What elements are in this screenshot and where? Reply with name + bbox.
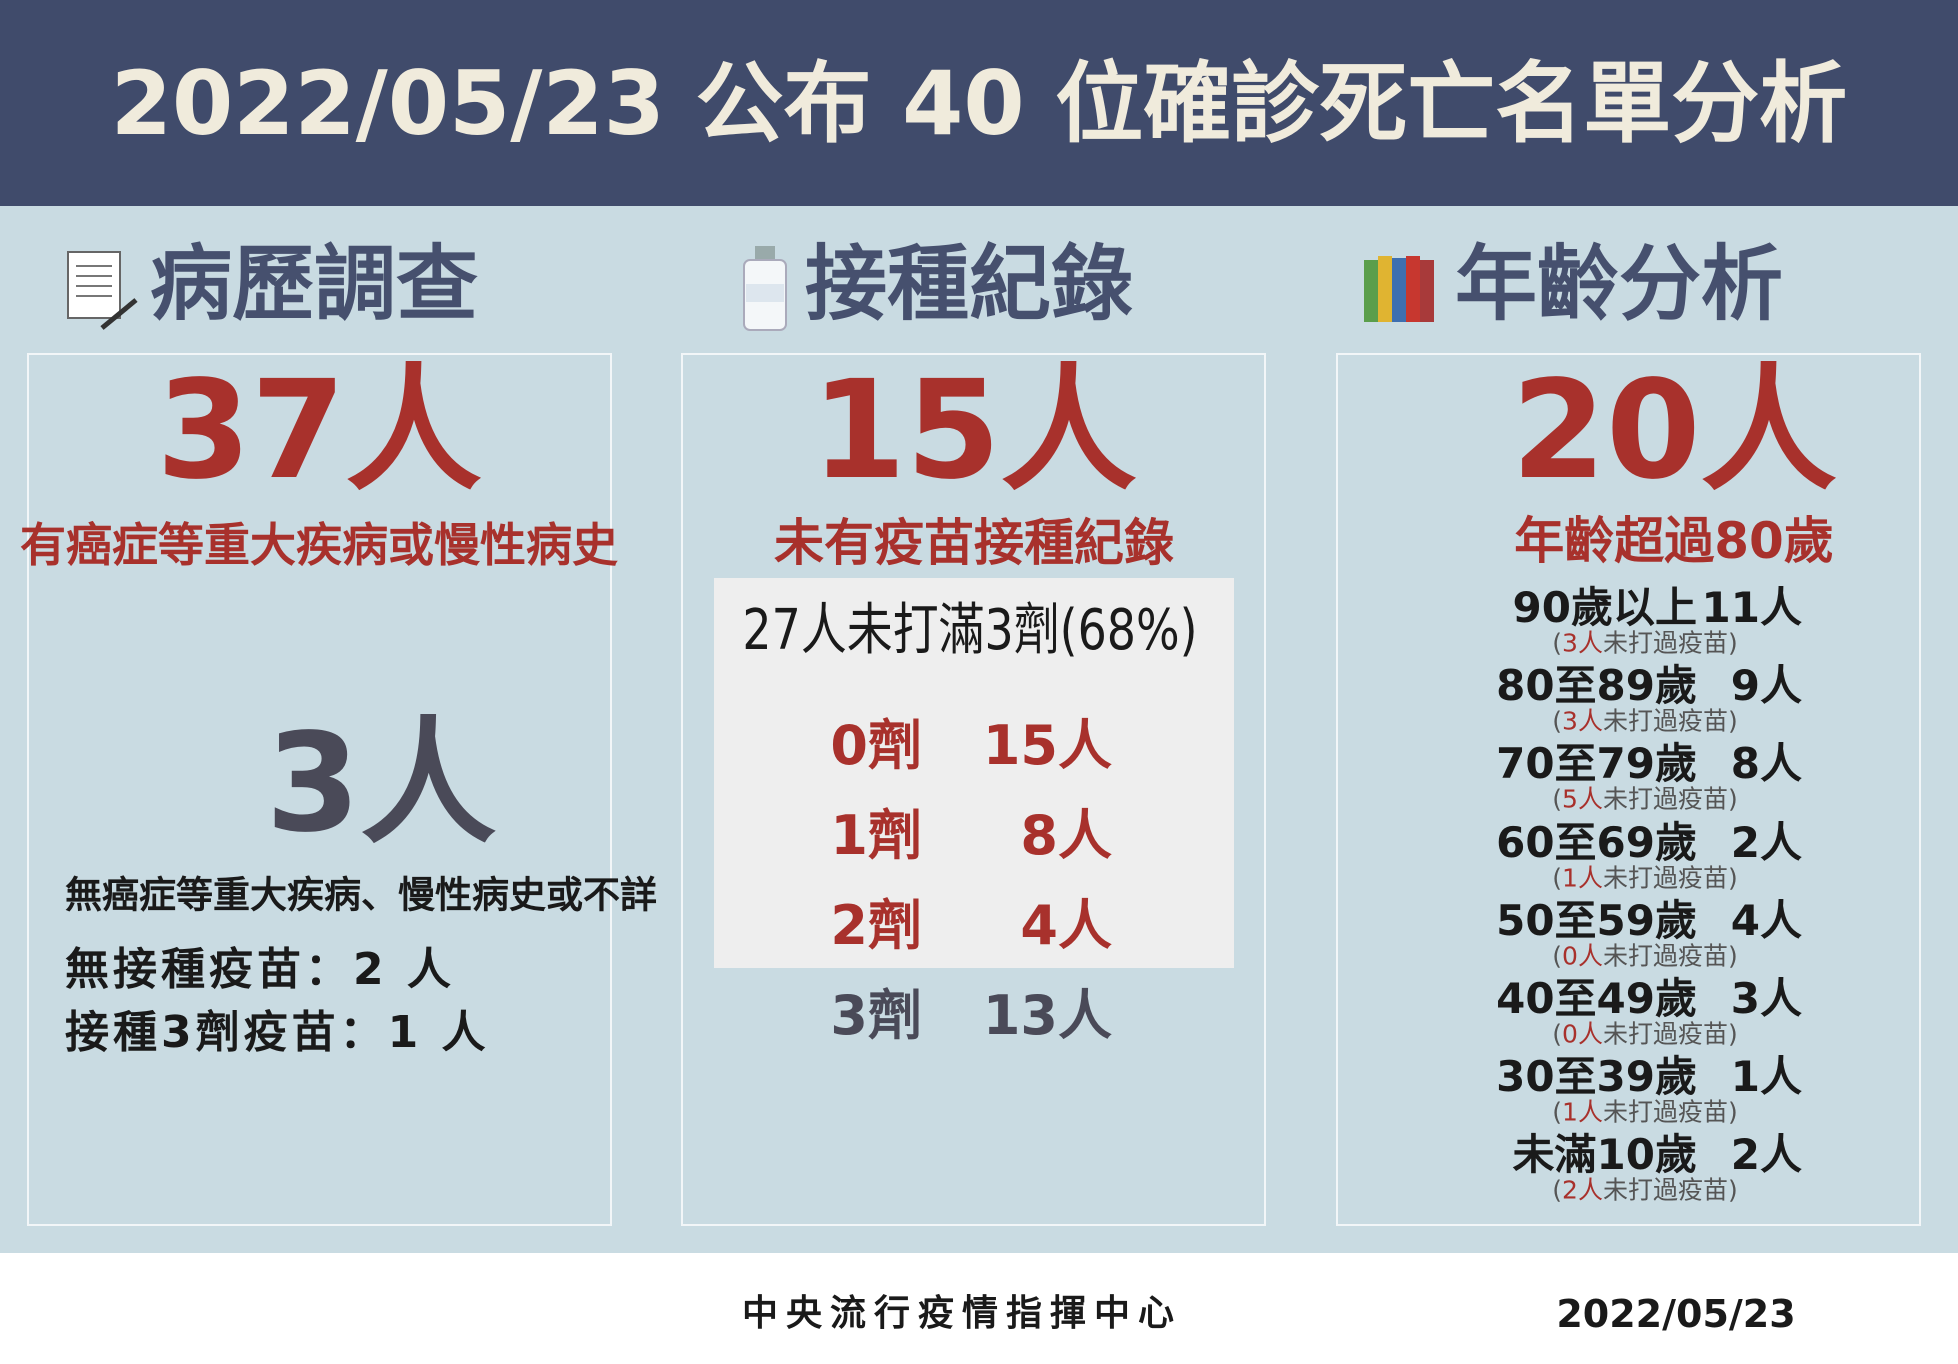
- big-number: 3人: [265, 705, 497, 863]
- note-part: 未打過疫苗): [1602, 941, 1738, 971]
- age-note: (3人未打過疫苗): [1552, 709, 1737, 734]
- note-part: 1人: [1562, 863, 1603, 893]
- header-band: [0, 0, 1958, 206]
- section-heading: 年齡分析: [1455, 237, 1784, 332]
- note-part: (: [1552, 1097, 1563, 1127]
- note-part: 未打過疫苗): [1602, 784, 1738, 814]
- note-part: 未打過疫苗): [1602, 1019, 1738, 1049]
- panel: [681, 353, 1266, 1226]
- note-part: 未打過疫苗): [1602, 628, 1738, 658]
- dose-label: 2劑: [830, 894, 922, 957]
- age-note: (1人未打過疫苗): [1552, 1100, 1737, 1125]
- age-count: 3人: [1730, 974, 1802, 1023]
- age-count: 9人: [1730, 661, 1802, 711]
- dose-count: 13人: [982, 984, 1112, 1047]
- note-part: 1人: [1562, 1097, 1603, 1127]
- note-part: (: [1552, 941, 1563, 971]
- age-note: (0人未打過疫苗): [1552, 943, 1737, 968]
- detail-line: 接種3劑疫苗：1 人: [65, 1007, 490, 1058]
- age-group: 90歲以上: [1512, 583, 1697, 632]
- footer-agency: 中央流行疫情指揮中心: [741, 1293, 1183, 1334]
- note-part: 2人: [1562, 1175, 1603, 1205]
- note-part: 未打過疫苗): [1602, 1175, 1738, 1205]
- age-count: 8人: [1730, 739, 1802, 789]
- section-heading: 病歷調查: [150, 237, 479, 332]
- note-part: 0人: [1562, 941, 1603, 971]
- note-part: (: [1552, 628, 1563, 658]
- footer-date: 2022/05/23: [1556, 1292, 1796, 1336]
- age-group: 未滿10歲: [1512, 1130, 1697, 1180]
- age-group: 80至89歲: [1496, 661, 1697, 711]
- dose-count: 4人: [1020, 894, 1112, 957]
- note-part: (: [1552, 1019, 1563, 1049]
- dose-label: 1劑: [830, 804, 922, 867]
- caption: 有癌症等重大疾病或慢性病史: [20, 518, 618, 572]
- note-part: 5人: [1562, 784, 1603, 814]
- panel: [27, 353, 612, 1226]
- caption: 未有疫苗接種紀錄: [774, 514, 1174, 572]
- age-group: 70至79歲: [1496, 739, 1697, 789]
- section-heading: 接種紀錄: [805, 237, 1134, 332]
- age-group: 40至49歲: [1496, 974, 1697, 1023]
- dose-box: [714, 578, 1234, 968]
- note-part: 未打過疫苗): [1602, 706, 1738, 736]
- age-group: 30至39歲: [1496, 1052, 1697, 1102]
- books-icon: [1364, 256, 1434, 322]
- age-count: 1人: [1730, 1052, 1802, 1102]
- age-count: 2人: [1730, 1130, 1802, 1180]
- note-part: 3人: [1562, 706, 1603, 736]
- note-part: 未打過疫苗): [1602, 863, 1738, 893]
- age-group: 50至59歲: [1496, 895, 1697, 945]
- caption: 無癌症等重大疾病、慢性病史或不詳: [65, 873, 657, 917]
- age-note: (0人未打過疫苗): [1552, 1022, 1737, 1047]
- dose-count: 8人: [1020, 804, 1112, 867]
- dose-label: 3劑: [830, 984, 922, 1047]
- caption: 年齡超過80歲: [1514, 512, 1834, 570]
- subtitle: 27人未打滿3劑(68%): [742, 598, 1198, 663]
- dose-count: 15人: [982, 714, 1112, 777]
- note-part: (: [1552, 863, 1563, 893]
- detail-line: 無接種疫苗：2 人: [65, 944, 455, 995]
- age-note: (5人未打過疫苗): [1552, 787, 1737, 812]
- note-part: 3人: [1562, 628, 1603, 658]
- note-part: 未打過疫苗): [1602, 1097, 1738, 1127]
- age-group: 60至69歲: [1496, 817, 1697, 867]
- age-count: 2人: [1730, 817, 1802, 867]
- footer-band: [0, 1253, 1958, 1364]
- big-number: 20人: [1511, 352, 1837, 510]
- big-number: 15人: [811, 352, 1137, 510]
- age-count: 4人: [1730, 895, 1802, 945]
- page-title: 2022/05/23 公布 40 位確診死亡名單分析: [110, 52, 1848, 155]
- note-part: (: [1552, 1175, 1563, 1205]
- age-note: (3人未打過疫苗): [1552, 631, 1737, 656]
- note-part: (: [1552, 706, 1563, 736]
- dose-label: 0劑: [830, 714, 922, 777]
- panel: [1336, 353, 1921, 1226]
- big-number: 37人: [156, 352, 482, 510]
- vaccine-icon: [743, 246, 787, 331]
- note-part: 0人: [1562, 1019, 1603, 1049]
- age-note: (2人未打過疫苗): [1552, 1178, 1737, 1203]
- note-part: (: [1552, 784, 1563, 814]
- age-note: (1人未打過疫苗): [1552, 865, 1737, 890]
- age-count: 11人: [1701, 583, 1802, 632]
- document-icon: [67, 251, 138, 330]
